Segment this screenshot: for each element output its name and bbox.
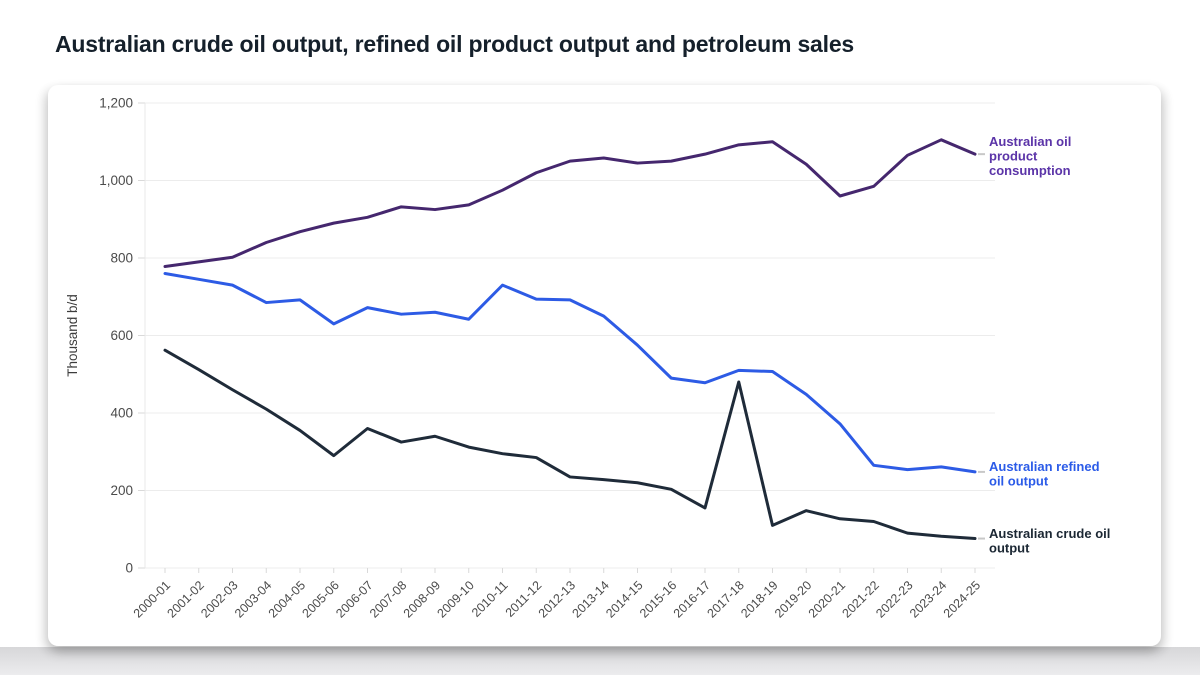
x-tick-label: 2010-11 [469, 578, 511, 620]
series-label-consumption: Australian oil product consumption [989, 134, 1071, 178]
chart-svg: 02004006008001,0001,2002000-012001-02200… [65, 96, 1110, 621]
series-label-crude: Australian crude oil output [989, 526, 1110, 556]
y-tick-label: 0 [125, 561, 133, 576]
chart-card: 0 200 400 600 800 1,000 1,200 2000-01 2001-02 200… [48, 85, 1161, 646]
y-tick-label: 200 [110, 483, 133, 498]
y-axis-title: Thousand b/d [65, 294, 80, 377]
series-line-refined [163, 272, 977, 474]
series-line-consumption [163, 138, 977, 269]
y-tick-label: 1,000 [99, 173, 133, 188]
page-section-divider [0, 647, 1200, 675]
y-tick-label: 1,200 [99, 96, 133, 111]
series-label-refined: Australian refined oil output [989, 459, 1100, 489]
x-tick-label: 2024-25 [941, 578, 983, 620]
y-tick-label: 600 [110, 328, 133, 343]
x-tick-label: 2009-10 [435, 578, 477, 620]
page-title: Australian crude oil output, refined oil… [55, 31, 854, 57]
y-tick-label: 400 [110, 406, 133, 421]
series-line-crude [163, 348, 977, 541]
y-tick-label: 800 [110, 251, 133, 266]
